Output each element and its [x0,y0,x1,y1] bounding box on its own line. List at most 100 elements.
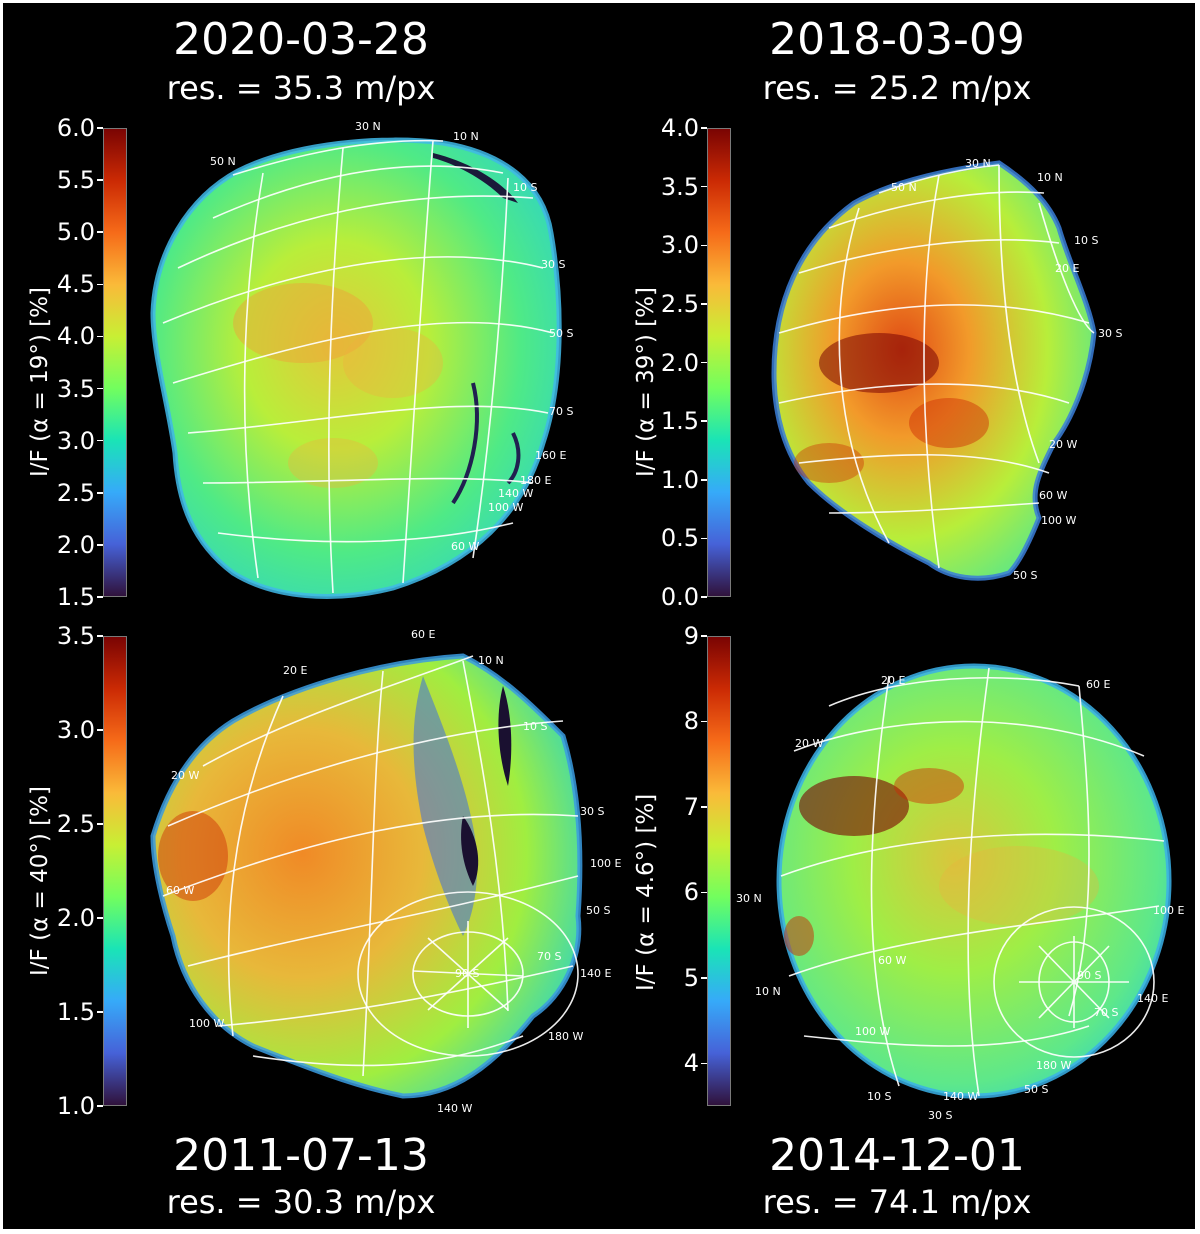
colorbar-tick-label: 4.0 [56,322,95,351]
graticule-line [172,321,554,384]
panel-2014-12-01: 2014-12-01 res. = 74.1 m/px I/F (α = 4.6… [599,616,1195,1229]
colorbar-tick-label: 1.0 [56,1092,95,1120]
grid-label: 20 E [881,674,905,687]
colorbar-tick-mark [97,729,103,731]
colorbar-tick-mark [97,335,103,338]
asteroid-image: 30 N 10 N 50 N 10 S 30 S 50 S 70 S 160 E… [150,120,573,599]
graticule-line [328,147,344,594]
graticule-line [217,522,514,543]
colorbar [103,636,127,1106]
colorbar-tick-label: 9 [683,622,699,650]
panel-date: 2014-12-01 [769,1130,1025,1181]
grid-label: 60 W [451,540,479,553]
asteroid-body [779,666,1169,1096]
colorbar-tick-mark [97,387,103,390]
graticule-line [923,174,940,569]
colorbar-tick-label: 0.0 [660,583,699,611]
grid-label: 60 W [166,884,194,897]
asteroid-image: 60 E 10 N 20 E 10 S 20 W 30 S 100 E 60 W… [150,628,621,1115]
graticule-line [472,177,509,559]
grid-label: 10 N [755,985,781,998]
grid-label: 70 S [549,405,573,418]
colorbar-tick-mark [701,596,707,598]
shadow-region [433,153,518,203]
graticule-line [202,477,534,484]
colorbar-tick-label: 2.0 [56,530,95,559]
colorbar-tick-mark [97,127,103,129]
asteroid-rim [771,160,1097,581]
graticule-line [227,695,284,1037]
colorbar-tick-mark [701,1062,707,1065]
graticule-line [793,720,1145,757]
grid-label: 20 W [171,769,199,782]
grid-label: 50 N [891,181,917,194]
grid-label: 140 W [498,487,533,500]
shadow-region [451,382,479,505]
colorbar [103,128,127,597]
graticule [162,655,579,1077]
colorbar-tick-label: 2.5 [56,810,95,838]
graticule-line [878,164,1000,194]
grid-label: 90 S [1077,969,1101,982]
grid-label: 30 S [1098,327,1122,340]
colorbar-tick-label: 5.0 [56,218,95,247]
colorbar-tick-mark [97,283,103,286]
graticule-labels: 20 E 60 E 20 W 30 N 100 E 60 W 10 N 90 S… [736,674,1184,1122]
grid-label: 100 E [590,857,621,870]
grid-label: 10 S [867,1090,891,1103]
grid-label: 50 S [1024,1083,1048,1096]
colorbar [707,636,731,1106]
graticule-line [232,139,444,176]
colorbar-tick-label: 6 [683,878,699,907]
graticule-line [828,502,1040,514]
colorbar-tick-mark [701,127,707,129]
dark-red-region [794,443,864,483]
grid-label: 60 E [411,628,435,641]
colorbar-tick-label: 3.0 [56,716,95,744]
colorbar-tick-label: 4.5 [56,270,95,299]
colorbar-tick-label: 5.5 [56,166,95,195]
graticule-line [870,675,900,1087]
panel-2011-07-13: 2011-07-13 res. = 30.3 m/px I/F (α = 40°… [3,616,621,1229]
colorbar-tick-mark [701,303,707,305]
graticule-line [402,140,434,584]
grid-label: 10 S [1074,234,1098,247]
colorbar-tick-mark [701,479,707,481]
grid-label: 20 W [795,737,823,750]
colorbar-tick-mark [97,439,103,442]
graticule-line [1038,202,1095,334]
colorbar-tick-label: 7 [683,792,699,821]
asteroid-body [153,656,580,1096]
grid-label: 180 W [548,1030,583,1043]
graticule-labels: 60 E 10 N 20 E 10 S 20 W 30 S 100 E 60 W… [166,628,621,1115]
colorbar-tick-label: 1.5 [56,998,95,1026]
panel-date: 2011-07-13 [173,1130,429,1181]
colorbar-tick-mark [701,361,707,364]
panel-2020-03-28: 2020-03-28 res. = 35.3 m/px I/F (α = 19°… [3,3,599,616]
colorbar [707,128,731,597]
colorbar-tick-label: 3.0 [660,231,699,260]
asteroid-image: 30 N 10 N 50 N 10 S 20 E 30 S 20 W 60 W … [771,157,1122,582]
colorbar-tick-mark [701,720,707,723]
grid-label: 140 E [580,967,611,980]
grid-label: 90 S [455,967,479,980]
graticule-line [177,195,534,269]
grid-label: 50 S [1013,569,1037,582]
colorbar-tick-mark [97,179,103,181]
colorbar-tick-label: 1.0 [660,465,699,494]
colorbar-tick-mark [97,492,103,494]
colorbar-tick-label: 4 [683,1049,699,1078]
bright-region [939,846,1099,926]
colorbar-tick-mark [701,977,707,979]
colorbar-tick-label: 2.0 [56,904,95,932]
graticule-line [1019,936,1129,1028]
shadow-region [498,686,512,786]
colorbar-tick-mark [701,185,707,188]
grid-label: 30 N [965,157,991,170]
graticule-line [162,256,544,324]
colorbar-tick-mark [701,537,707,540]
colorbar-tick-label: 3.5 [660,172,699,201]
graticule-line [998,164,1040,464]
grid-label: 10 S [523,720,547,733]
figure: 2020-03-28 res. = 35.3 m/px I/F (α = 19°… [3,3,1195,1229]
